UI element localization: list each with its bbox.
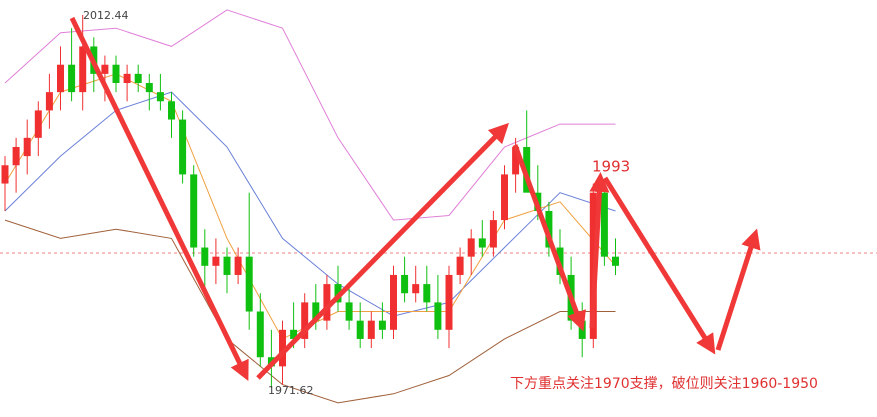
candle-body (168, 101, 175, 120)
candle-body (456, 256, 464, 275)
candle-body (190, 174, 198, 248)
candle-body (112, 64, 120, 83)
candle-body (212, 256, 220, 266)
candle-body (378, 320, 386, 330)
candle-body (134, 73, 142, 83)
arrows (69, 16, 761, 381)
candle-body (23, 137, 31, 157)
arrow (589, 172, 610, 329)
arrow (602, 176, 716, 355)
candle-body (356, 320, 364, 339)
band-line (4, 91, 616, 317)
candle-body (390, 274, 397, 330)
arrow (715, 228, 761, 351)
note: 下方重点关注1970支撑，破位则关注1960-1950 (510, 376, 818, 392)
candle-body (345, 302, 353, 321)
candle-body (79, 46, 87, 93)
level-label: 1993 (592, 158, 630, 176)
candle-body (545, 210, 553, 248)
candle-body (501, 174, 508, 221)
candle-body (245, 256, 253, 312)
low-label: 1971.62 (268, 384, 314, 397)
plot (0, 9, 877, 404)
candle-body (201, 247, 209, 266)
candle-body (179, 119, 187, 175)
arrow (69, 16, 249, 381)
candle-body (156, 92, 164, 102)
candle-body (489, 220, 497, 248)
high-label: 2012.44 (83, 9, 129, 22)
candle-body (1, 165, 9, 184)
candle-body (234, 256, 242, 275)
candle-body (68, 64, 76, 93)
candle-body (256, 311, 264, 358)
candle-body (301, 302, 309, 339)
candle-body (45, 92, 53, 111)
candle-body (57, 64, 64, 93)
candle-body (467, 238, 475, 257)
candle-body (600, 192, 608, 257)
candle-body (612, 256, 619, 266)
candle-body (279, 329, 286, 367)
candle-body (478, 238, 486, 248)
candle-body (312, 302, 320, 321)
candle-body (145, 82, 153, 93)
candle-body (323, 284, 331, 321)
candle-body (512, 146, 520, 175)
candle-body (34, 110, 42, 138)
candle-body (223, 256, 231, 275)
candle-body (434, 302, 442, 330)
candle-body (423, 284, 431, 303)
band-line (4, 73, 616, 340)
candle-body (401, 274, 409, 294)
candle-body (290, 329, 298, 339)
candle-body (412, 284, 420, 294)
arrow (256, 122, 510, 380)
candle-body (445, 274, 453, 330)
candle-body (123, 73, 131, 83)
candle-body (12, 146, 20, 166)
candle-body (578, 320, 586, 339)
candle-body (101, 64, 109, 74)
band-line (4, 219, 616, 404)
candle-body (367, 320, 375, 339)
arrow (512, 144, 586, 332)
band-line (4, 9, 616, 221)
